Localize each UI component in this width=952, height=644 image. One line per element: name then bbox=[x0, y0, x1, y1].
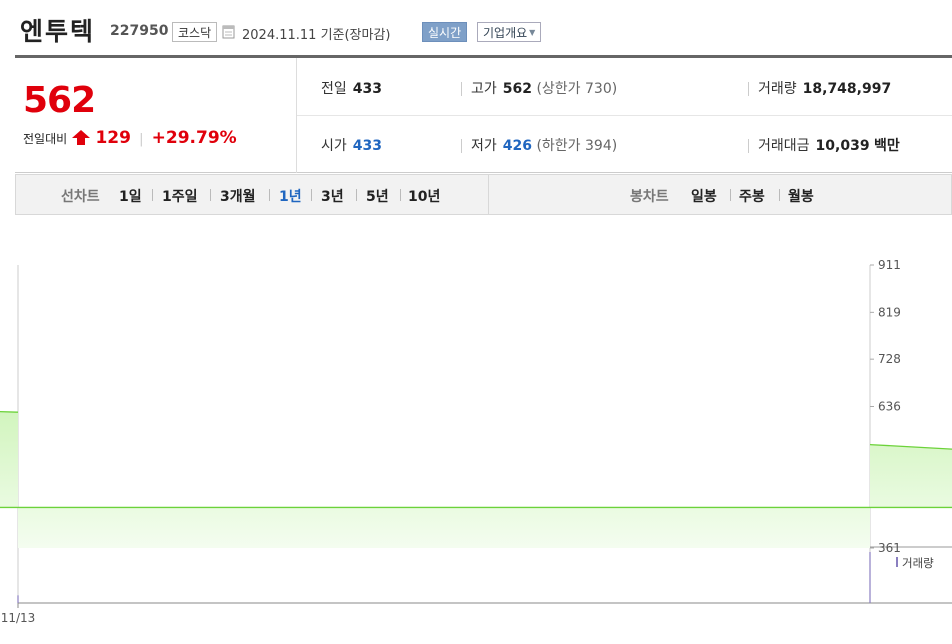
stat-volume: 거래량 18,748,997 bbox=[758, 78, 891, 98]
price-chart-svg: 911819728636544452361최고 849 (03/14)최저 40… bbox=[0, 258, 952, 625]
y-tick-label: 911 bbox=[878, 258, 901, 272]
y-tick-label: 728 bbox=[878, 352, 901, 366]
stock-header: 엔투텍 227950 코스닥 2024.11.11 기준(장마감) 실시간 기업… bbox=[0, 0, 952, 55]
stat-label: 고가 bbox=[471, 81, 497, 97]
period-divider bbox=[356, 189, 357, 201]
period-1d[interactable]: 1일 bbox=[119, 189, 142, 205]
company-name: 엔투텍 bbox=[20, 17, 96, 46]
stat-divider bbox=[748, 139, 749, 153]
period-divider bbox=[152, 189, 153, 201]
line-chart-label: 선차트 bbox=[61, 189, 100, 205]
y-tick-label: 636 bbox=[878, 400, 901, 414]
period-1w[interactable]: 1주일 bbox=[162, 189, 198, 205]
caret-down-icon: ▼ bbox=[529, 28, 536, 37]
price-summary: 562 전일대비 129 | +29.79% 전일 433 고가 562 (상한가 … bbox=[15, 58, 952, 173]
stat-label: 전일 bbox=[321, 81, 347, 97]
realtime-button[interactable]: 실시간 bbox=[422, 22, 468, 42]
chart-period-bar: 선차트 1일 1주일 3개월 1년 3년 5년 10년 봉차트 일봉 주봉 월봉 bbox=[15, 174, 952, 215]
stat-value: 10,039 bbox=[815, 138, 870, 154]
candle-chart-label: 봉차트 bbox=[630, 189, 669, 205]
stock-code: 227950 bbox=[110, 23, 169, 39]
current-price-box: 562 전일대비 129 | +29.79% bbox=[15, 58, 297, 173]
stat-label: 거래량 bbox=[758, 81, 797, 97]
up-arrow-icon bbox=[72, 130, 91, 145]
base-date: 2024.11.11 기준(장마감) bbox=[242, 28, 391, 43]
upper-limit: (상한가 730) bbox=[536, 81, 618, 97]
stat-divider bbox=[748, 82, 749, 96]
stat-label: 거래대금 bbox=[758, 138, 810, 154]
change-percent: +29.79% bbox=[151, 128, 237, 148]
price-change: 전일대비 129 | +29.79% bbox=[23, 128, 237, 148]
stat-amount: 거래대금 10,039 백만 bbox=[758, 135, 900, 155]
candle-daily[interactable]: 일봉 bbox=[691, 189, 717, 205]
current-price: 562 bbox=[23, 80, 96, 121]
price-chart[interactable]: 911819728636544452361최고 849 (03/14)최저 40… bbox=[0, 255, 952, 644]
period-divider bbox=[730, 189, 731, 201]
period-divider bbox=[210, 189, 211, 201]
stat-divider bbox=[461, 82, 462, 96]
stat-value: 433 bbox=[352, 81, 382, 97]
market-badge: 코스닥 bbox=[172, 22, 218, 42]
y-tick-label: 361 bbox=[878, 541, 901, 555]
stat-divider bbox=[461, 139, 462, 153]
change-amount: 129 bbox=[95, 128, 131, 148]
period-bar-divider bbox=[488, 175, 489, 214]
header-divider bbox=[15, 55, 952, 58]
lower-limit: (하한가 394) bbox=[536, 138, 618, 154]
stat-value: 18,748,997 bbox=[802, 81, 892, 97]
candle-monthly[interactable]: 월봉 bbox=[788, 189, 814, 205]
period-10y[interactable]: 10년 bbox=[408, 189, 441, 205]
period-divider bbox=[400, 189, 401, 201]
stat-value: 433 bbox=[352, 138, 382, 154]
company-overview-button[interactable]: 기업개요 ▼ bbox=[477, 22, 542, 42]
y-tick-label: 819 bbox=[878, 305, 901, 319]
stat-value: 426 bbox=[502, 138, 532, 154]
stat-label: 시가 bbox=[321, 138, 347, 154]
period-1y[interactable]: 1년 bbox=[279, 189, 302, 205]
period-5y[interactable]: 5년 bbox=[366, 189, 389, 205]
stat-unit: 백만 bbox=[874, 138, 900, 154]
company-overview-label: 기업개요 bbox=[483, 26, 528, 40]
volume-legend-label: 거래량 bbox=[902, 556, 934, 570]
stats-row-divider bbox=[297, 115, 952, 116]
volume-legend-swatch bbox=[896, 557, 898, 567]
price-area bbox=[0, 411, 952, 548]
period-divider bbox=[311, 189, 312, 201]
change-separator: | bbox=[139, 132, 144, 147]
period-3m[interactable]: 3개월 bbox=[220, 189, 256, 205]
period-3y[interactable]: 3년 bbox=[321, 189, 344, 205]
stat-open: 시가 433 bbox=[321, 135, 382, 155]
stat-label: 저가 bbox=[471, 138, 497, 154]
calendar-icon bbox=[222, 25, 235, 39]
stat-value: 562 bbox=[502, 81, 532, 97]
period-divider bbox=[269, 189, 270, 201]
x-tick-label: 11/13 bbox=[1, 611, 36, 625]
stat-low: 저가 426 (하한가 394) bbox=[471, 135, 617, 155]
stat-prev-close: 전일 433 bbox=[321, 78, 382, 98]
change-label: 전일대비 bbox=[23, 132, 68, 146]
candle-weekly[interactable]: 주봉 bbox=[739, 189, 765, 205]
period-divider bbox=[779, 189, 780, 201]
stat-high: 고가 562 (상한가 730) bbox=[471, 78, 617, 98]
price-stats: 전일 433 고가 562 (상한가 730) 거래량 18,748,997 시가 43… bbox=[297, 58, 952, 173]
price-line bbox=[0, 410, 952, 509]
